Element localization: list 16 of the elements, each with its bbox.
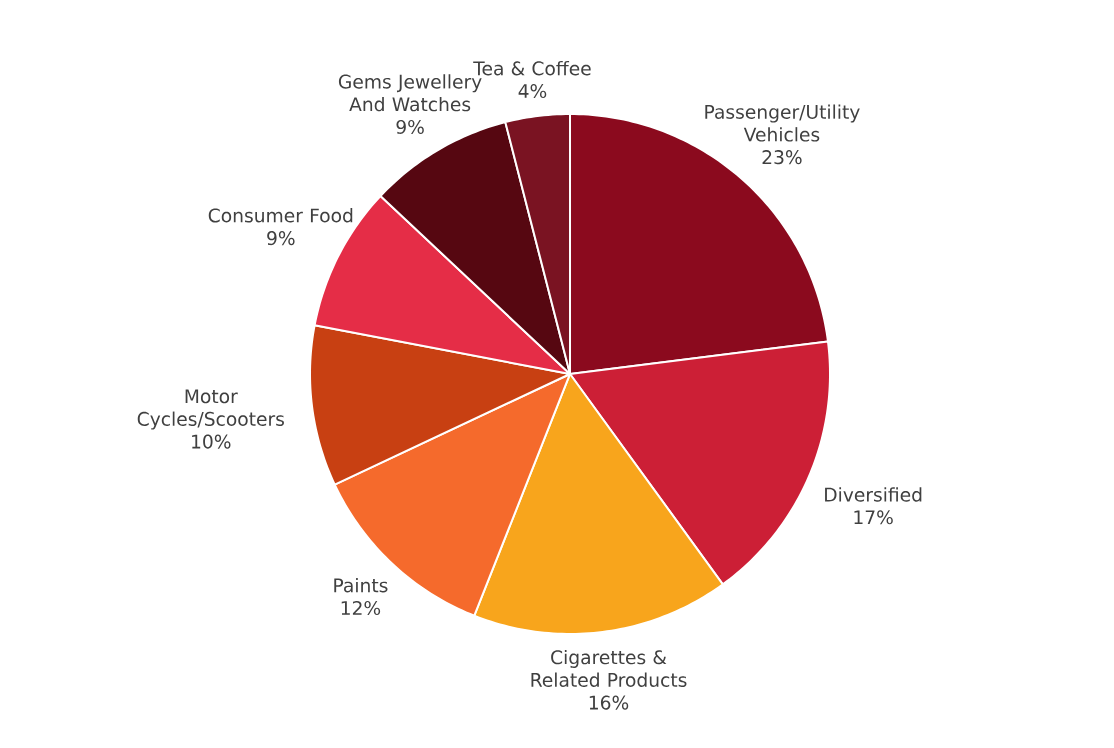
slice-label: Consumer Food: [208, 208, 353, 223]
slice-label: Diversified: [825, 487, 922, 502]
slice-label: Paints: [334, 577, 388, 593]
data-label: 23%: [762, 150, 802, 165]
slice-label: Passenger/Utility Vehicles: [705, 104, 860, 142]
slice-label: Tea & Coffee: [473, 60, 591, 76]
data-label: 10%: [192, 434, 231, 449]
data-label: 17%: [854, 510, 893, 525]
data-label: 9%: [267, 231, 295, 246]
data-label: 12%: [341, 600, 381, 616]
slice-label: Motor Cycles/Scooters: [137, 389, 284, 430]
slice-label: Gems Jewellery And Watches: [338, 74, 482, 112]
slice-label: Cigarettes & Related Products: [531, 649, 687, 687]
data-label: 9%: [396, 119, 424, 135]
data-label: 4%: [518, 83, 547, 99]
data-label: 16%: [589, 695, 629, 710]
